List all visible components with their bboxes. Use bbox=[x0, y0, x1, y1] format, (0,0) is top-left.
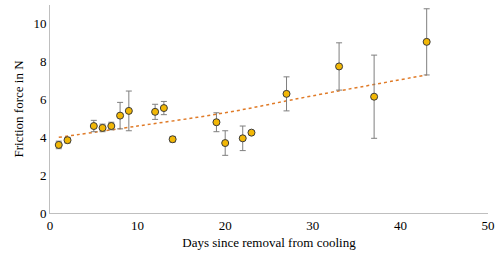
svg-text:4: 4 bbox=[40, 130, 47, 145]
svg-text:Friction force in N: Friction force in N bbox=[11, 60, 26, 158]
svg-text:8: 8 bbox=[40, 54, 47, 69]
svg-text:Days since removal from coolin: Days since removal from cooling bbox=[182, 235, 356, 250]
svg-text:2: 2 bbox=[40, 168, 47, 183]
svg-text:20: 20 bbox=[219, 218, 232, 233]
svg-text:6: 6 bbox=[40, 92, 47, 107]
svg-text:0: 0 bbox=[47, 218, 54, 233]
svg-text:50: 50 bbox=[482, 218, 495, 233]
svg-text:30: 30 bbox=[306, 218, 319, 233]
svg-text:10: 10 bbox=[33, 16, 46, 31]
svg-text:40: 40 bbox=[394, 218, 407, 233]
svg-text:10: 10 bbox=[131, 218, 144, 233]
svg-text:0: 0 bbox=[40, 206, 47, 221]
